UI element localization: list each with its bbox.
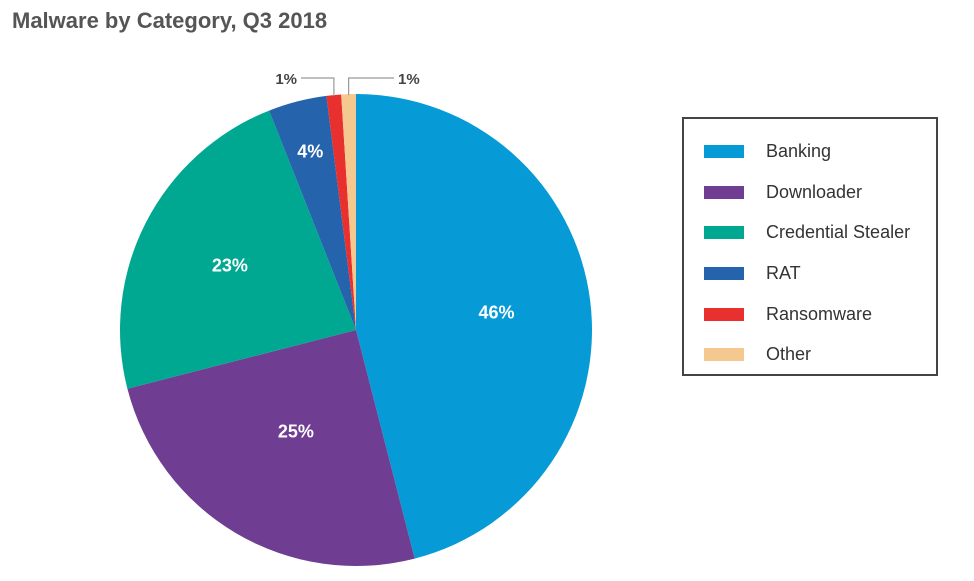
data-label-downloader: 25% [278,422,314,442]
pie-slice-ransomware [326,94,356,330]
legend-label-other: Other [766,344,812,364]
pie-slice-downloader [127,330,415,566]
legend-item-ransomware: Ransomware [704,304,872,325]
pie-slice-credential-stealer [119,110,356,389]
legend: Banking Downloader Credential Stealer RA… [682,117,938,376]
leader-line-ransomware [301,77,335,97]
data-label-other: 1% [398,71,420,88]
data-label-rat: 4% [297,142,323,162]
legend-item-downloader: Downloader [704,182,862,203]
legend-label-downloader: Downloader [766,182,863,202]
legend-swatch-rat [704,267,744,280]
chart-title: Malware by Category, Q3 2018 [12,8,328,33]
legend-label-ransomware: Ransomware [766,304,873,324]
leader-line-other [348,77,394,96]
legend-swatch-credential-stealer [704,226,744,239]
legend-swatch-other [704,348,744,361]
data-label-banking: 46% [478,302,514,322]
legend-swatch-ransomware [704,308,744,321]
legend-item-other: Other [704,344,811,365]
legend-label-credential-stealer: Credential Stealer [766,222,911,242]
legend-swatch-downloader [704,186,744,199]
pie-slice-banking [356,93,593,559]
legend-item-rat: RAT [704,263,801,284]
data-label-ransomware: 1% [275,71,297,88]
legend-label-rat: RAT [766,263,801,283]
pie-slice-other [341,94,356,330]
legend-item-credential-stealer: Credential Stealer [704,222,910,243]
data-label-credential-stealer: 23% [212,256,248,276]
legend-item-banking: Banking [704,141,831,162]
legend-swatch-banking [704,145,744,158]
pie-slice-rat [269,95,356,330]
legend-label-banking: Banking [766,141,832,161]
